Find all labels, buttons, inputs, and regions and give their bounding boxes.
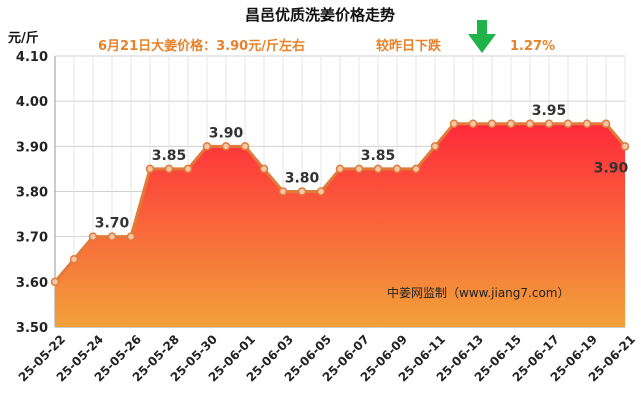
data-point xyxy=(221,142,231,151)
data-point xyxy=(354,164,364,174)
data-points xyxy=(50,119,630,287)
data-point xyxy=(620,142,630,151)
data-point xyxy=(373,164,383,174)
data-point xyxy=(202,142,212,151)
data-point xyxy=(107,232,117,241)
chart-title: 昌邑优质洗姜价格走势 xyxy=(245,6,395,24)
area-fill xyxy=(55,123,625,327)
data-point xyxy=(297,187,307,196)
price-summary: 6月21日大姜价格：3.90元/斤左右 xyxy=(98,38,305,54)
data-point xyxy=(430,142,440,151)
data-point xyxy=(183,164,193,174)
data-point xyxy=(601,119,611,128)
change-value: 1.27% xyxy=(510,39,555,54)
y-axis-unit: 元/斤 xyxy=(8,30,39,46)
data-label: 3.70 xyxy=(95,216,130,232)
change-label: 较昨日下跌 xyxy=(376,38,442,54)
data-point xyxy=(411,164,421,174)
data-point xyxy=(164,164,174,174)
data-point xyxy=(506,119,516,128)
data-point xyxy=(449,119,459,128)
data-label: 3.80 xyxy=(285,171,320,187)
data-point xyxy=(335,164,345,174)
data-point xyxy=(69,255,79,264)
data-point xyxy=(392,164,402,174)
data-labels: 3.70 3.85 3.90 3.80 3.85 3.95 3.90 xyxy=(95,103,629,232)
y-tick-label: 3.80 xyxy=(16,186,48,201)
y-tick-label: 3.70 xyxy=(16,231,48,246)
y-tick-label: 3.50 xyxy=(16,321,48,336)
data-point xyxy=(525,119,535,128)
data-label: 3.85 xyxy=(361,148,396,164)
data-label: 3.90 xyxy=(594,160,629,176)
data-label: 3.90 xyxy=(209,125,244,141)
down-arrow-icon xyxy=(468,20,496,53)
data-point xyxy=(88,232,98,241)
data-point xyxy=(468,119,478,128)
x-axis: 25-05-2225-05-2425-05-2625-05-2825-05-30… xyxy=(16,332,638,384)
area-path xyxy=(55,123,625,327)
data-label: 3.95 xyxy=(532,103,567,119)
data-point xyxy=(316,187,326,196)
y-tick-label: 3.90 xyxy=(16,140,48,155)
y-tick-label: 4.10 xyxy=(16,50,48,65)
data-point xyxy=(50,277,60,287)
y-tick-label: 3.60 xyxy=(16,276,48,291)
data-point xyxy=(278,187,288,196)
data-point xyxy=(487,119,497,128)
data-point xyxy=(240,142,250,151)
data-point xyxy=(259,164,269,174)
data-point xyxy=(544,119,554,128)
data-point xyxy=(563,119,573,128)
source-note: 中姜网监制（www.jiang7.com） xyxy=(387,285,569,300)
data-point xyxy=(582,119,592,128)
data-point xyxy=(126,232,136,241)
y-axis: 3.50 3.60 3.70 3.80 3.90 4.00 4.10 xyxy=(16,50,48,336)
data-point xyxy=(145,164,155,174)
y-tick-label: 4.00 xyxy=(16,95,48,110)
data-label: 3.85 xyxy=(152,148,187,164)
